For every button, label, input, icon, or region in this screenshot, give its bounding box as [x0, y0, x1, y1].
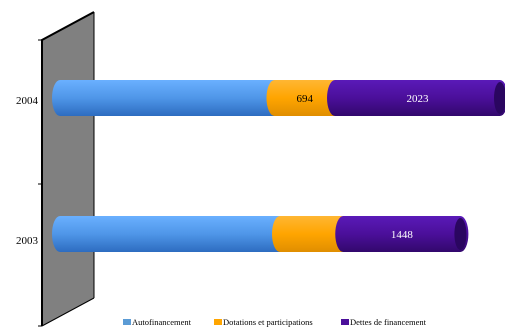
- legend-label: Dotations et participations: [223, 317, 313, 327]
- legend-swatch: [123, 319, 131, 325]
- legend-swatch: [214, 319, 222, 325]
- axis-wall: [42, 12, 94, 326]
- legend-swatch: [341, 319, 349, 325]
- bar-end-cap: [494, 82, 505, 114]
- legend-label: Dettes de financement: [350, 317, 426, 327]
- bar-segment: [266, 80, 343, 116]
- legend: Autofinancement Dotations et participati…: [0, 317, 505, 329]
- axis-floor-edge: [41, 297, 95, 327]
- bar-series-group: 694 2023 1448: [52, 80, 505, 252]
- bar-segment: [335, 216, 469, 252]
- data-label: 694: [297, 93, 314, 105]
- legend-item-autofinancement: Autofinancement: [123, 317, 191, 327]
- category-label: 2004: [16, 95, 39, 107]
- data-label: 2023: [407, 93, 430, 105]
- bar-segment: [52, 80, 283, 116]
- legend-item-dettes: Dettes de financement: [341, 317, 426, 327]
- data-label: 1448: [391, 229, 414, 241]
- bar-end-cap: [454, 218, 467, 250]
- category-label: 2003: [16, 235, 39, 247]
- bar-segment: [272, 216, 352, 252]
- bar-segment: [327, 80, 505, 116]
- legend-label: Autofinancement: [132, 317, 192, 327]
- legend-item-dotations: Dotations et participations: [214, 317, 313, 327]
- bar-segment: [52, 216, 288, 252]
